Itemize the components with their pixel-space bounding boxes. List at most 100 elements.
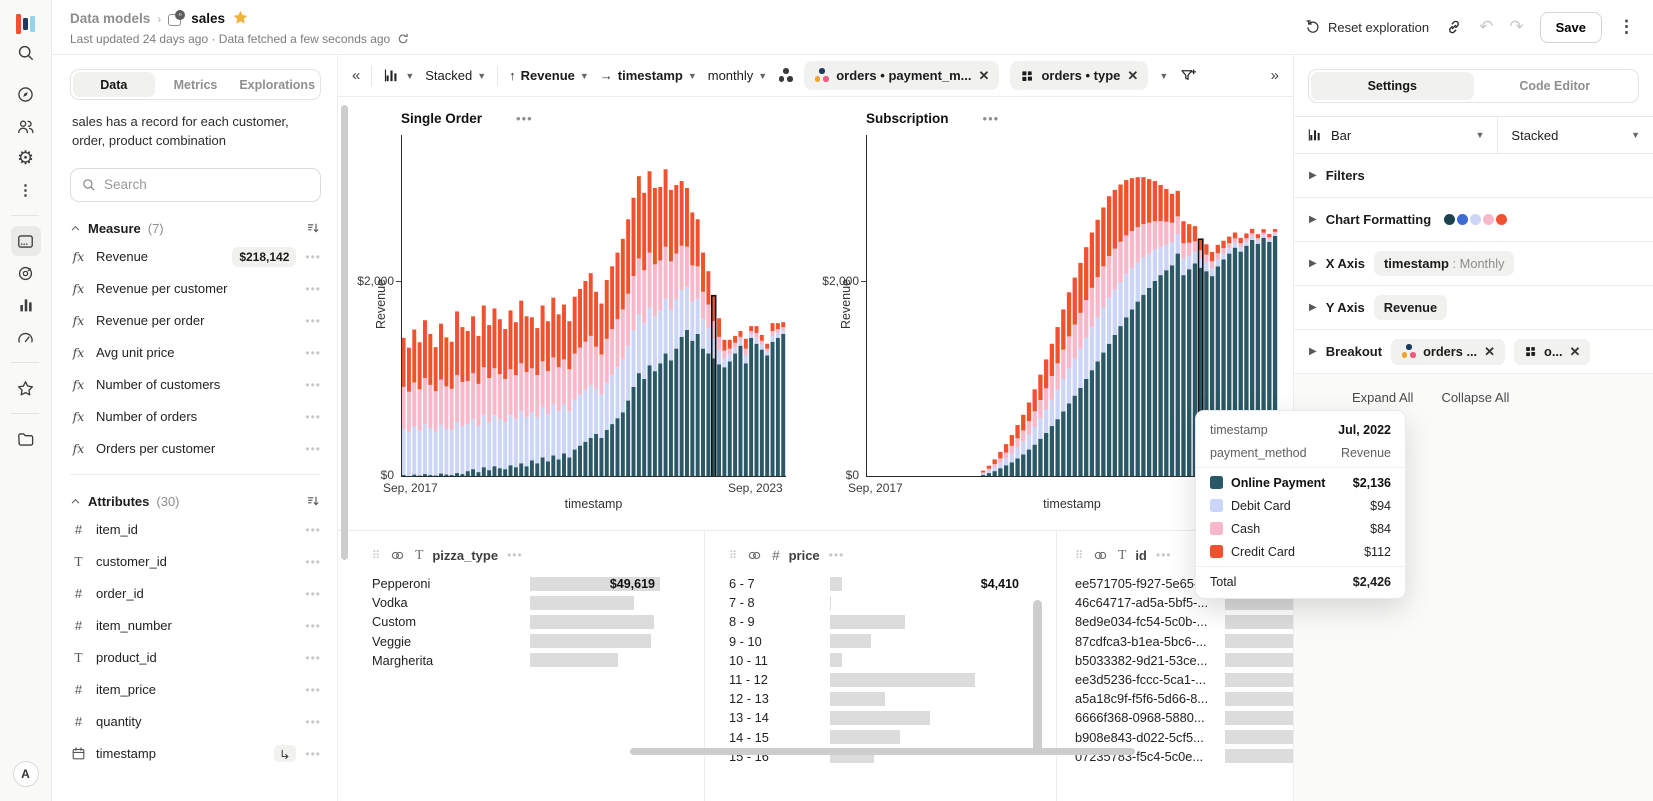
measure-row[interactable]: fx Orders per customer ••• <box>70 433 321 465</box>
stack-mode-dropdown[interactable]: Stacked ▼ <box>425 68 487 83</box>
time-grain-badge[interactable] <box>274 745 297 763</box>
breakout-pill-2[interactable]: o... ✕ <box>1514 338 1591 365</box>
more-menu-icon[interactable]: ⋮ <box>1618 17 1635 36</box>
breakout-pill-type[interactable]: orders • type ✕ <box>1010 61 1149 90</box>
measure-row[interactable]: fx Revenue per customer ••• <box>70 273 321 305</box>
breakout-pill-1[interactable]: orders ... ✕ <box>1391 338 1506 365</box>
measure-row[interactable]: fx Revenue per order ••• <box>70 305 321 337</box>
expand-right-panel-icon[interactable]: » <box>1270 67 1279 84</box>
table-row[interactable]: 9 - 10 <box>729 632 1056 651</box>
table-row[interactable]: a5a18c9f-f5f6-5d66-8... <box>1075 689 1293 708</box>
rail-gauge-icon[interactable] <box>11 322 41 352</box>
row-menu-icon[interactable]: ••• <box>305 618 321 633</box>
pill-overflow-chevron[interactable]: ▼ <box>1159 70 1169 81</box>
y-field-dropdown[interactable]: ↑ Revenue ▼ <box>509 68 589 83</box>
tab-data[interactable]: Data <box>73 72 155 97</box>
stack-mode-select[interactable]: Stacked ▼ <box>1511 127 1640 143</box>
table-row[interactable]: 13 - 14 <box>729 708 1056 727</box>
table-row[interactable]: 10 - 11 <box>729 651 1056 670</box>
column-header[interactable]: ⠿ # price ••• <box>729 543 1056 567</box>
sort-icon[interactable] <box>306 221 321 236</box>
field-panel-scrollbar[interactable] <box>341 105 348 560</box>
table-row[interactable]: ee3d5236-fccc-5ca1-... <box>1075 670 1293 689</box>
attributes-section-header[interactable]: Attributes (30) <box>70 494 321 509</box>
rail-barchart-icon[interactable] <box>11 290 41 320</box>
table-row[interactable]: Veggie <box>372 632 704 651</box>
row-menu-icon[interactable]: ••• <box>305 586 321 601</box>
attribute-row[interactable]: # item_number ••• <box>70 610 321 642</box>
chart-type-select[interactable]: Bar ▼ <box>1294 117 1499 153</box>
attribute-row[interactable]: timestamp ••• <box>70 738 321 770</box>
rail-star-icon[interactable] <box>11 373 41 403</box>
column-menu-icon[interactable]: ••• <box>507 548 523 562</box>
row-menu-icon[interactable]: ••• <box>305 249 321 264</box>
drag-handle-icon[interactable]: ⠿ <box>372 549 381 562</box>
main-horizontal-scrollbar[interactable] <box>630 748 1135 755</box>
table-row[interactable]: Custom <box>372 612 704 631</box>
share-link-icon[interactable] <box>1445 18 1463 36</box>
table-row[interactable]: 87cdfca3-b1ea-5bc6-... <box>1075 632 1293 651</box>
breakout-section[interactable]: ▶ Breakout orders ... ✕ o... ✕ <box>1294 330 1653 374</box>
y-axis-pill[interactable]: Revenue <box>1373 295 1448 320</box>
redo-icon[interactable]: ↷ <box>1509 17 1524 36</box>
rail-search-icon[interactable] <box>11 37 41 67</box>
breakout-pill-payment-method[interactable]: orders • payment_m... ✕ <box>804 61 1000 90</box>
chart-type-button[interactable]: ▼ <box>383 67 414 84</box>
filters-section[interactable]: ▶ Filters <box>1294 154 1653 198</box>
rail-dataset-icon[interactable] <box>10 226 41 256</box>
rail-compass-icon[interactable] <box>11 79 41 109</box>
filter-add-icon[interactable] <box>1179 67 1197 85</box>
y-axis-section[interactable]: ▶ Y Axis Revenue <box>1294 286 1653 330</box>
row-menu-icon[interactable]: ••• <box>305 554 321 569</box>
row-menu-icon[interactable]: ••• <box>305 441 321 456</box>
measure-row[interactable]: fx Number of orders ••• <box>70 401 321 433</box>
table-row[interactable]: 12 - 13 <box>729 689 1056 708</box>
refresh-icon[interactable] <box>396 32 410 46</box>
x-field-dropdown[interactable]: → timestamp ▼ <box>599 68 697 83</box>
tab-metrics[interactable]: Metrics <box>173 77 218 92</box>
chart-plot[interactable] <box>866 135 1278 478</box>
x-axis-pill[interactable]: timestamp : Monthly <box>1373 251 1515 276</box>
drag-handle-icon[interactable]: ⠿ <box>729 549 738 562</box>
tab-code-editor[interactable]: Code Editor <box>1519 79 1591 93</box>
row-menu-icon[interactable]: ••• <box>305 522 321 537</box>
drag-handle-icon[interactable]: ⠿ <box>1075 549 1084 562</box>
expand-all-link[interactable]: Expand All <box>1352 390 1414 405</box>
app-logo[interactable] <box>15 13 37 35</box>
undo-icon[interactable]: ↶ <box>1479 17 1494 36</box>
chart-menu-icon[interactable]: ••• <box>516 111 533 126</box>
chart-single-order[interactable]: Single Order ••• $2,000 $0 Revenue Sep, 2017… <box>338 97 803 530</box>
reset-exploration-button[interactable]: Reset exploration <box>1305 19 1429 35</box>
rail-donut-icon[interactable] <box>11 258 41 288</box>
table-row[interactable]: Pepperoni $49,619 <box>372 574 704 593</box>
grain-dropdown[interactable]: monthly ▼ <box>707 68 768 83</box>
measure-row[interactable]: fx Number of customers ••• <box>70 369 321 401</box>
user-avatar[interactable]: A <box>12 761 39 787</box>
rail-users-icon[interactable] <box>11 111 41 141</box>
row-menu-icon[interactable]: ••• <box>305 682 321 697</box>
table-row[interactable]: 8 - 9 <box>729 612 1056 631</box>
measure-row[interactable]: fx Avg unit price ••• <box>70 337 321 369</box>
favorite-star-icon[interactable] <box>232 9 249 29</box>
search-box[interactable] <box>70 167 321 202</box>
table-row[interactable]: b5033382-9d21-53ce... <box>1075 651 1293 670</box>
close-icon[interactable]: ✕ <box>1127 67 1139 83</box>
close-icon[interactable]: ✕ <box>1484 343 1496 359</box>
tab-explorations[interactable]: Explorations <box>239 77 316 92</box>
x-axis-section[interactable]: ▶ X Axis timestamp : Monthly <box>1294 242 1653 286</box>
column-menu-icon[interactable]: ••• <box>1155 548 1172 562</box>
row-menu-icon[interactable]: ••• <box>305 377 321 392</box>
save-button[interactable]: Save <box>1539 11 1602 43</box>
row-menu-icon[interactable]: ••• <box>305 650 321 665</box>
row-menu-icon[interactable]: ••• <box>305 746 321 761</box>
measure-section-header[interactable]: Measure (7) <box>70 221 321 236</box>
table-row[interactable]: 6666f368-0968-5880... <box>1075 708 1293 727</box>
row-menu-icon[interactable]: ••• <box>305 313 321 328</box>
row-menu-icon[interactable]: ••• <box>305 345 321 360</box>
table-row[interactable]: 7 - 8 <box>729 593 1056 612</box>
table-row[interactable]: Vodka <box>372 593 704 612</box>
attribute-row[interactable]: # order_id ••• <box>70 578 321 610</box>
table-row[interactable]: b908e843-d022-5cf5... <box>1075 728 1293 747</box>
